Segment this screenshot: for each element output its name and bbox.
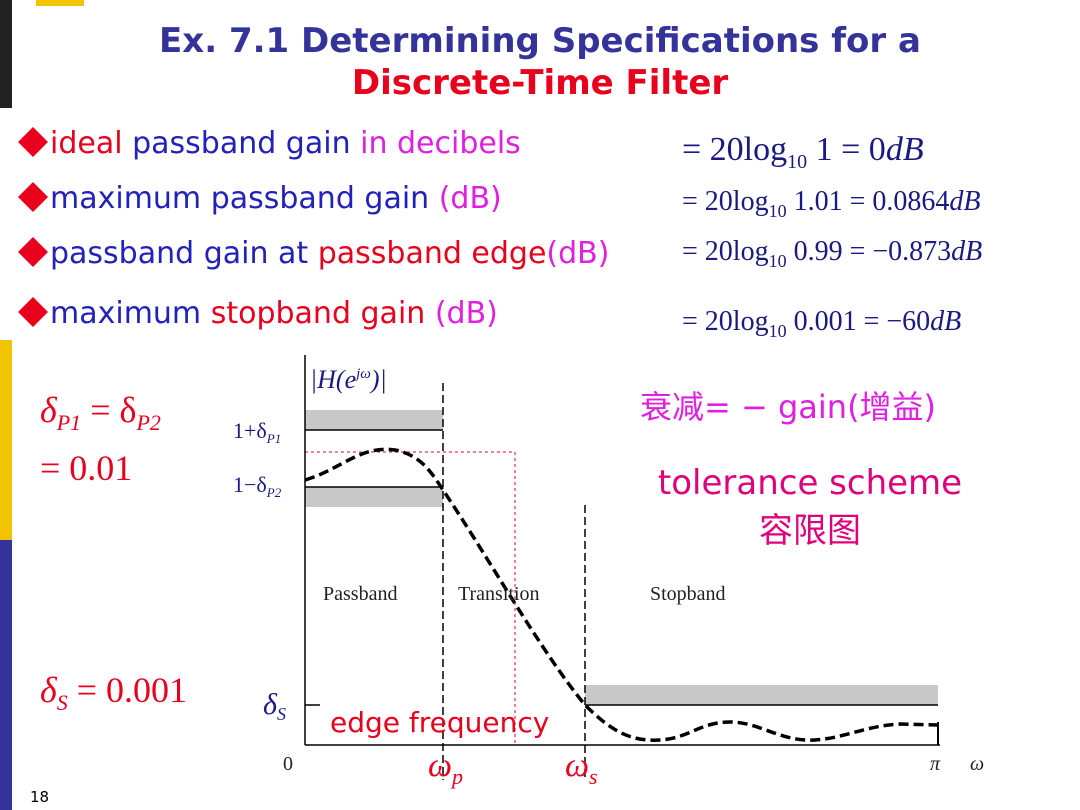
text: stopband gain <box>201 296 425 331</box>
text: dB <box>951 236 982 267</box>
bullet-icon <box>18 127 48 157</box>
bullet: maximum passband gain (dB) <box>50 181 502 216</box>
region-label: Transition <box>458 583 540 605</box>
note: 容限图 <box>759 511 861 551</box>
figure-labels: |H(ejω)| 1+δP1 1−δP2 δS Passband Transit… <box>233 365 984 789</box>
text: (dB) <box>546 236 609 271</box>
text: 0.001 = −60 <box>787 306 931 337</box>
region-label: Stopband <box>650 583 726 605</box>
figure: |H(ejω)| 1+δP1 1−δP2 δS Passband Transit… <box>233 355 984 789</box>
region-label: Passband <box>323 583 397 605</box>
pi-label: π <box>930 753 941 775</box>
text: in decibels <box>351 126 521 161</box>
text: (dB) <box>429 181 502 216</box>
left-specs: δP1 = δP2 = 0.01 δS = 0.001 <box>40 390 187 715</box>
text: P1 <box>266 431 281 446</box>
text: δ <box>40 390 58 430</box>
y-label: |H(ejω)| <box>310 365 387 394</box>
text: maximum passband gain <box>50 181 429 216</box>
title: Ex. 7.1 Determining Specifications for a <box>159 21 921 61</box>
text: δ <box>40 670 58 710</box>
text: jω <box>354 366 371 382</box>
edge-label: edge frequency <box>330 706 549 739</box>
text: = 20log <box>682 306 769 337</box>
text: maximum <box>50 296 201 331</box>
text: passband gain <box>123 126 351 161</box>
note: tolerance scheme <box>658 463 962 503</box>
text: 1 = 0 <box>807 131 886 168</box>
text: p <box>450 764 463 789</box>
text: P2 <box>266 485 282 500</box>
page-number: 18 <box>30 788 49 806</box>
decor-bar <box>0 340 12 540</box>
text: = 0.001 <box>68 670 187 710</box>
text: 0.99 = −0.873 <box>787 236 952 267</box>
text: ω <box>428 747 452 784</box>
decor-bar <box>0 0 12 108</box>
delta-p-value: = 0.01 <box>40 448 132 488</box>
text: δ <box>263 688 278 721</box>
equation: = 20log10 1 = 0dB <box>682 131 924 173</box>
text: passband gain at <box>50 236 308 271</box>
title: Discrete-Time Filter <box>352 63 729 103</box>
stop-label: δS <box>263 688 286 724</box>
text: 1.01 = 0.0864 <box>787 186 950 217</box>
decor-bar <box>36 0 84 6</box>
equations: = 20log10 1 = 0dB = 20log10 1.01 = 0.086… <box>682 131 982 341</box>
text: 1+δ <box>233 418 267 443</box>
text: 10 <box>769 251 787 271</box>
notes: 衰减= − gain(增益) tolerance scheme 容限图 <box>640 388 962 551</box>
text: 10 <box>787 151 807 173</box>
equation: = 20log10 0.001 = −60dB <box>682 306 961 341</box>
text: = 20log <box>682 186 769 217</box>
delta-s: δS = 0.001 <box>40 670 187 715</box>
text: dB <box>886 131 924 168</box>
text: )| <box>369 365 387 394</box>
text: = 20log <box>682 236 769 267</box>
text: = 20log <box>682 131 787 168</box>
text: P2 <box>135 410 160 435</box>
bullet-icon <box>18 182 48 212</box>
response-curve <box>304 447 939 742</box>
text: passband edge <box>308 236 546 271</box>
text: 10 <box>769 201 787 221</box>
text: ideal <box>50 126 123 161</box>
edge-marker <box>305 451 516 745</box>
bullet: passband gain at passband edge(dB) <box>50 236 609 271</box>
text: S <box>57 690 68 715</box>
text: dB <box>949 186 980 217</box>
omega-s: ωs <box>565 747 598 789</box>
bullet-icon <box>18 237 48 267</box>
text: |H( <box>310 365 346 394</box>
text: ω <box>565 747 589 784</box>
text: e <box>345 365 357 394</box>
note: 衰减= − gain(增益) <box>640 388 936 426</box>
text: (dB) <box>425 296 498 331</box>
text: = δ <box>81 390 136 430</box>
delta-p: δP1 = δP2 <box>40 390 161 435</box>
text: 10 <box>769 321 787 341</box>
omega-p: ωp <box>428 747 463 789</box>
text: P1 <box>56 410 81 435</box>
upper-label: 1+δP1 <box>233 418 281 446</box>
text: 1−δ <box>233 472 267 497</box>
text: S <box>277 704 286 724</box>
tolerance-band <box>305 410 443 430</box>
omega-label: ω <box>970 753 984 775</box>
equation: = 20log10 1.01 = 0.0864dB <box>682 186 980 221</box>
decor-bar <box>0 540 12 810</box>
equation: = 20log10 0.99 = −0.873dB <box>682 236 982 271</box>
tolerance-band <box>305 487 443 507</box>
bullet: maximum stopband gain (dB) <box>50 296 498 331</box>
tolerance-band <box>585 685 938 705</box>
origin-label: 0 <box>283 753 293 775</box>
bullets: ideal passband gain in decibels maximum … <box>18 126 609 331</box>
bullet-icon <box>18 297 48 327</box>
text: dB <box>930 306 961 337</box>
text: s <box>589 764 598 789</box>
lower-label: 1−δP2 <box>233 472 282 500</box>
bullet: ideal passband gain in decibels <box>50 126 521 161</box>
